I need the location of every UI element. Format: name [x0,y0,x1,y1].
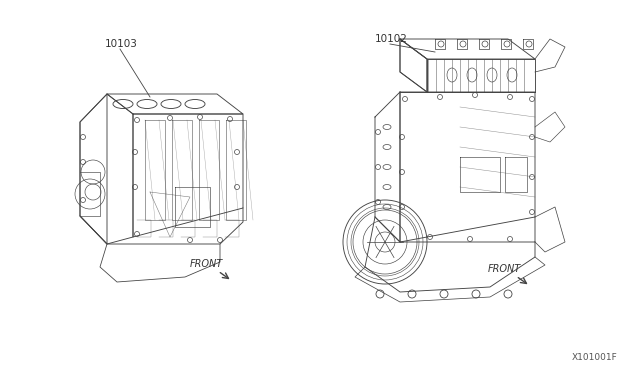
Text: FRONT: FRONT [488,264,521,274]
Text: 10103: 10103 [105,39,138,49]
Text: 10102: 10102 [375,34,408,44]
Text: FRONT: FRONT [190,259,223,269]
Text: X101001F: X101001F [572,353,618,362]
